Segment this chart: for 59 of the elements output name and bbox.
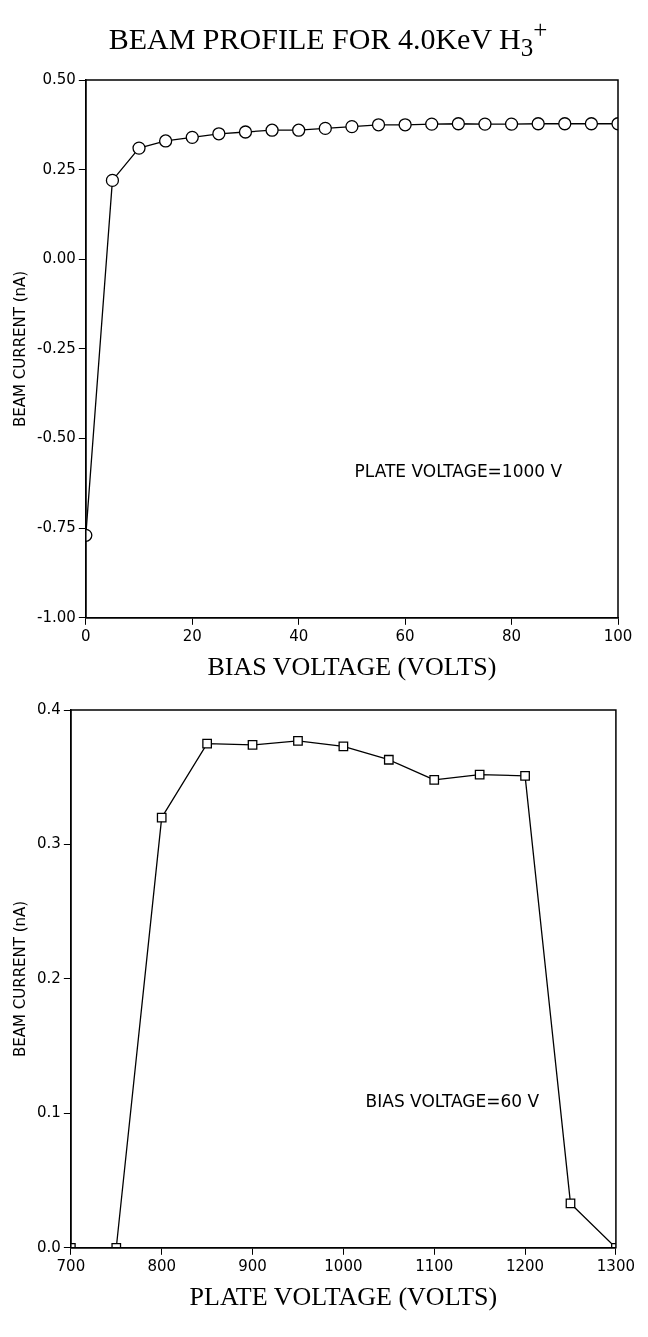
y-tick-label: 0.2 bbox=[37, 968, 61, 987]
point bbox=[292, 123, 306, 137]
point bbox=[158, 134, 173, 148]
point bbox=[371, 118, 386, 132]
y-axis-title: BEAM CURRENT (nA) bbox=[10, 270, 29, 427]
x-tick-label: 60 bbox=[395, 626, 415, 645]
y-tick-label: -0.75 bbox=[37, 518, 76, 537]
point bbox=[318, 121, 332, 136]
point bbox=[398, 118, 412, 132]
point bbox=[558, 117, 572, 131]
y-tick-label: 0.3 bbox=[37, 834, 61, 853]
y-tick-label: -0.50 bbox=[37, 428, 76, 447]
annotation: PLATE VOLTAGE=1000 V bbox=[354, 461, 563, 482]
point bbox=[132, 141, 146, 155]
point bbox=[338, 741, 349, 752]
point bbox=[520, 770, 530, 781]
x-tick-label: 100 bbox=[603, 626, 633, 645]
point bbox=[429, 775, 440, 785]
x-tick-label: 1100 bbox=[415, 1256, 454, 1275]
point bbox=[202, 738, 213, 749]
y-tick-label: 0.00 bbox=[42, 249, 76, 268]
x-tick-label: 80 bbox=[502, 626, 522, 645]
point bbox=[247, 740, 258, 750]
y-tick-label: -0.25 bbox=[37, 338, 76, 357]
point bbox=[504, 117, 519, 131]
x-tick-label: 800 bbox=[147, 1256, 177, 1275]
x-axis-title: PLATE VOLTAGE (VOLTS) bbox=[189, 1282, 498, 1312]
point bbox=[265, 123, 279, 137]
x-tick-label: 1000 bbox=[324, 1256, 363, 1275]
point bbox=[383, 754, 394, 765]
x-tick-label: 1300 bbox=[596, 1256, 636, 1275]
point bbox=[451, 117, 465, 131]
x-tick-label: 40 bbox=[289, 626, 309, 645]
x-axis-title: BIAS VOLTAGE (VOLTS) bbox=[207, 652, 497, 682]
point bbox=[156, 812, 167, 823]
x-tick-label: 700 bbox=[56, 1256, 86, 1275]
y-tick-label: 0.50 bbox=[42, 69, 76, 88]
y-tick-label: 0.25 bbox=[42, 159, 76, 178]
y-tick-label: -1.00 bbox=[37, 607, 76, 626]
point bbox=[478, 117, 492, 131]
x-tick-label: 20 bbox=[182, 626, 202, 645]
point bbox=[584, 117, 599, 131]
x-tick-label: 1200 bbox=[505, 1256, 545, 1275]
point bbox=[212, 127, 226, 141]
point bbox=[345, 119, 359, 134]
point bbox=[531, 117, 545, 131]
x-tick-label: 0 bbox=[81, 626, 91, 645]
y-axis-title: BEAM CURRENT (nA) bbox=[10, 900, 29, 1057]
point bbox=[293, 736, 303, 746]
point bbox=[185, 130, 199, 145]
y-tick-label: 0.1 bbox=[37, 1103, 61, 1122]
point bbox=[425, 117, 439, 131]
point bbox=[474, 769, 485, 780]
point bbox=[105, 173, 120, 188]
point bbox=[238, 125, 253, 139]
y-tick-label: 0.4 bbox=[37, 699, 61, 718]
y-tick-label: 0.0 bbox=[37, 1237, 61, 1256]
annotation: BIAS VOLTAGE=60 V bbox=[365, 1091, 540, 1112]
x-tick-label: 900 bbox=[238, 1256, 267, 1275]
